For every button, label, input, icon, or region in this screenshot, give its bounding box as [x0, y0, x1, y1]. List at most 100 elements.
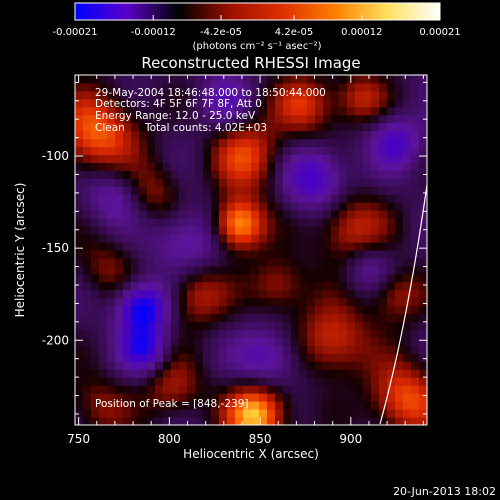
heatmap-cell	[267, 329, 276, 338]
heatmap-cell	[363, 218, 372, 227]
heatmap-cell	[395, 250, 404, 259]
heatmap-cell	[107, 170, 116, 179]
heatmap-cell	[315, 234, 324, 243]
heatmap-cell	[163, 82, 172, 92]
heatmap-cell	[387, 162, 396, 171]
heatmap-cell	[315, 361, 324, 370]
heatmap-cell	[355, 122, 364, 132]
heatmap-cell	[419, 154, 427, 163]
heatmap-cell	[139, 361, 148, 370]
annotation-block: 29-May-2004 18:46:48.000 to 18:50:44.000…	[95, 87, 326, 410]
heatmap-cell	[275, 409, 284, 418]
heatmap-cell	[123, 297, 132, 307]
heatmap-cell	[211, 305, 220, 315]
heatmap-cell	[243, 90, 252, 100]
heatmap-cell	[139, 75, 148, 84]
heatmap-cell	[107, 297, 116, 307]
heatmap-cell	[187, 250, 196, 259]
heatmap-cell	[419, 186, 427, 195]
heatmap-cell	[179, 353, 188, 362]
heatmap-cell	[251, 178, 260, 187]
heatmap-cell	[155, 401, 164, 410]
heatmap-cell	[299, 401, 308, 410]
heatmap-cell	[195, 146, 204, 156]
heatmap-cell	[131, 242, 140, 251]
heatmap-cell	[115, 289, 124, 299]
heatmap-cell	[403, 186, 412, 195]
heatmap-cell	[235, 417, 244, 425]
heatmap-cell	[131, 385, 140, 394]
heatmap-cell	[243, 297, 252, 307]
heatmap-cell	[291, 369, 300, 378]
heatmap-cell	[387, 210, 396, 219]
heatmap-cell	[411, 289, 420, 299]
heatmap-cell	[179, 265, 188, 275]
heatmap-cell	[379, 162, 388, 171]
heatmap-cell	[379, 401, 388, 410]
heatmap-cell	[299, 226, 308, 235]
heatmap-cell	[195, 234, 204, 243]
heatmap-cell	[235, 218, 244, 227]
heatmap-cell	[123, 393, 132, 402]
heatmap-cell	[355, 353, 364, 362]
heatmap-cell	[291, 146, 300, 156]
heatmap-cell	[235, 289, 244, 299]
heatmap-cell	[299, 361, 308, 370]
heatmap-cell	[315, 194, 324, 203]
heatmap-cell	[291, 289, 300, 299]
heatmap-cell	[323, 273, 332, 283]
heatmap-cell	[123, 178, 132, 187]
heatmap-cell	[307, 75, 316, 84]
heatmap-cell	[283, 162, 292, 171]
heatmap-cell	[411, 250, 420, 259]
heatmap-cell	[331, 281, 340, 291]
heatmap-cell	[387, 170, 396, 179]
heatmap-cell	[195, 194, 204, 203]
heatmap-cell	[147, 146, 156, 156]
heatmap-cell	[83, 242, 92, 251]
heatmap-cell	[195, 130, 204, 140]
heatmap-cell	[331, 130, 340, 140]
heatmap-cell	[347, 321, 356, 331]
heatmap-cell	[291, 281, 300, 291]
heatmap-cell	[187, 138, 196, 148]
heatmap-cell	[331, 250, 340, 259]
heatmap-cell	[187, 170, 196, 179]
heatmap-cell	[275, 353, 284, 362]
heatmap-cell	[315, 401, 324, 410]
heatmap-cell	[139, 138, 148, 148]
heatmap-cell	[355, 401, 364, 410]
heatmap-cell	[307, 257, 316, 267]
heatmap-cell	[99, 162, 108, 171]
heatmap-cell	[219, 82, 228, 92]
heatmap-cell	[211, 90, 220, 100]
heatmap-cell	[179, 98, 188, 108]
heatmap-cell	[339, 242, 348, 251]
heatmap-cell	[75, 122, 84, 132]
heatmap-cell	[347, 273, 356, 283]
heatmap-cell	[251, 289, 260, 299]
heatmap-cell	[131, 218, 140, 227]
heatmap-cell	[259, 194, 268, 203]
heatmap-cell	[331, 321, 340, 331]
heatmap-cell	[259, 321, 268, 331]
heatmap-cell	[187, 178, 196, 187]
heatmap-cell	[83, 186, 92, 195]
heatmap-cell	[195, 305, 204, 315]
heatmap-cell	[171, 82, 180, 92]
colorbar-tick-label: 4.2e-05	[275, 27, 313, 38]
colorbar-tick-label: -4.2e-05	[200, 27, 242, 38]
heatmap-cell	[371, 297, 380, 307]
heatmap-cell	[331, 417, 340, 425]
heatmap-cell	[331, 265, 340, 275]
heatmap-cell	[379, 305, 388, 315]
heatmap-cell	[371, 257, 380, 267]
heatmap-cell	[75, 82, 84, 92]
heatmap-cell	[323, 265, 332, 275]
heatmap-cell	[339, 257, 348, 267]
heatmap-cell	[203, 138, 212, 148]
heatmap-cell	[219, 138, 228, 148]
heatmap-cell	[291, 353, 300, 362]
heatmap-cell	[83, 210, 92, 219]
heatmap-cell	[307, 162, 316, 171]
